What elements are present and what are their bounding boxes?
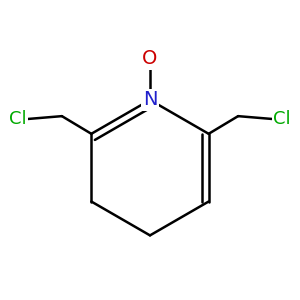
Text: Cl: Cl: [9, 110, 27, 128]
Text: Cl: Cl: [273, 110, 291, 128]
Text: O: O: [142, 49, 158, 68]
Text: N: N: [143, 90, 157, 110]
